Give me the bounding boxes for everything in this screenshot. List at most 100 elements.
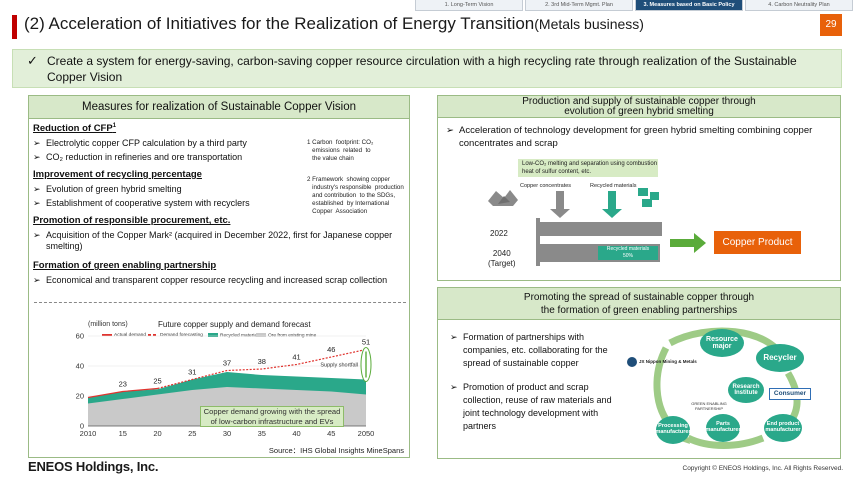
- legend-swatch: [148, 333, 158, 336]
- list-item-text: Acquisition of the Copper Mark² (acquire…: [46, 230, 393, 251]
- data-label: 41: [292, 353, 300, 362]
- partnership-title-line2: the formation of green enabling partners…: [540, 305, 738, 316]
- ore-pile-icon: [488, 190, 518, 206]
- list-item: ➢ CO₂ reduction in refineries and ore tra…: [33, 152, 303, 163]
- legend-label: Actual demand: [114, 333, 146, 338]
- x-tick-label: 20: [153, 429, 161, 438]
- list-item: ➢ Acquisition of the Copper Mark² (acquir…: [33, 230, 393, 252]
- list-item-text: Electrolytic copper CFP calculation by a…: [46, 138, 247, 148]
- list-item: ➢ Economical and transparent copper resou…: [33, 275, 405, 286]
- arrow-bullet-icon: ➢: [33, 184, 41, 194]
- node-research-institute: Research Institute: [728, 377, 764, 403]
- page-title-sub: (Metals business): [534, 16, 644, 32]
- list-item: ➢ Promotion of product and scrap collecti…: [450, 381, 625, 433]
- section-title-cfp: Reduction of CFP1: [33, 123, 116, 134]
- company-logo: ENEOS Holdings, Inc.: [28, 459, 159, 474]
- year-target: (Target): [488, 259, 516, 268]
- nav-tab[interactable]: 4. Carbon Neutrality Plan: [745, 0, 853, 11]
- list-item-text: Evolution of green hybrid smelting: [46, 184, 182, 194]
- x-tick-label: 25: [188, 429, 196, 438]
- list-item: ➢ Electrolytic copper CFP calculation by …: [33, 138, 303, 149]
- list-item-text: CO₂ reduction in refineries and ore tran…: [46, 152, 243, 162]
- chart-y-unit: (million tons): [88, 321, 128, 328]
- hybrid-smelting-title-line2: evolution of green hybrid smelting: [564, 106, 714, 117]
- shortfall-label: Supply shortfall: [320, 363, 358, 369]
- bar-2022: [540, 222, 662, 236]
- chart-source: Source：IHS Global Insights MineSpans: [268, 446, 404, 455]
- list-item-text: Acceleration of technology development f…: [459, 125, 813, 149]
- label-recycled-materials: Recycled materials: [590, 183, 637, 189]
- partnership-panel-title: Promoting the spread of sustainable copp…: [438, 288, 840, 320]
- arrow-bullet-icon: ➢: [33, 198, 41, 208]
- data-label: 31: [188, 368, 196, 377]
- recycled-share-bar: Recycled materials 50%: [598, 246, 658, 260]
- nav-tab[interactable]: 2. 3rd Mid-Term Mgmt. Plan: [525, 0, 633, 11]
- title-accent-bar: [12, 15, 17, 39]
- page-title: (2) Acceleration of Initiatives for the …: [24, 14, 644, 34]
- series-actual-demand-line: [87, 387, 158, 399]
- node-resource-major: Resource major: [700, 329, 744, 357]
- arrow-down-icon: [550, 191, 570, 218]
- data-label: 25: [153, 377, 161, 386]
- arrow-bullet-icon: ➢: [446, 125, 454, 136]
- section-title-recycling: Improvement of recycling percentage: [33, 169, 202, 180]
- section-title-partnership: Formation of green enabling partnership: [33, 260, 217, 271]
- page-title-main: (2) Acceleration of Initiatives for the …: [24, 14, 535, 33]
- nav-tab[interactable]: 3. Measures based on Basic Policy: [635, 0, 743, 11]
- nav-tabs: 1. Long-Term Vision 2. 3rd Mid-Term Mgmt.…: [413, 0, 853, 11]
- circuit-chip-icon: [638, 188, 659, 207]
- chart-callout: Copper demand growing with the spread of…: [200, 406, 344, 427]
- x-tick-label: 40: [292, 429, 300, 438]
- arrow-down-icon: [602, 191, 622, 218]
- x-tick-label: 2050: [358, 429, 375, 438]
- legend-label: Demand forecasting: [160, 333, 203, 338]
- x-tick-label: 45: [327, 429, 335, 438]
- list-item: ➢ Formation of partnerships with companie…: [450, 331, 625, 370]
- jx-logo-icon: [627, 357, 637, 367]
- arrow-bullet-icon: ➢: [450, 332, 458, 342]
- measures-panel-title: Measures for realization of Sustainable …: [29, 96, 409, 119]
- list-item-text: Formation of partnerships with companies…: [463, 332, 608, 368]
- footnote-1: 1 Carbon footprint: CO₂ emissions relate…: [307, 139, 374, 162]
- node-recycler: Recycler: [756, 344, 804, 372]
- hybrid-smelting-title-line1: Production and supply of sustainable cop…: [522, 96, 756, 107]
- node-consumer: Consumer: [769, 388, 811, 400]
- recycled-bar-percent: 50%: [622, 252, 633, 259]
- legend-swatch: [102, 333, 112, 336]
- hybrid-smelting-title: Production and supply of sustainable cop…: [438, 96, 840, 118]
- y-tick-label: 0: [80, 422, 84, 431]
- gep-label: GREEN ENABLING PARTNERSHIP: [691, 401, 727, 411]
- chart-title: Future copper supply and demand forecast: [158, 320, 311, 329]
- hybrid-smelting-panel: Production and supply of sustainable cop…: [437, 95, 841, 281]
- node-parts-manufacturer: Parts manufacturer: [705, 414, 741, 442]
- data-label: 51: [362, 338, 370, 347]
- arrow-bullet-icon: ➢: [33, 230, 41, 240]
- year-2040-value: 2040: [492, 249, 511, 258]
- legend-swatch: [256, 333, 266, 337]
- list-item: ➢ Evolution of green hybrid smelting: [33, 184, 303, 195]
- jx-company-label: JX Nippon Mining & Metals: [639, 359, 697, 364]
- series-demand-forecast-line: [157, 348, 367, 390]
- label-copper-concentrates: Copper concentrates: [520, 183, 572, 189]
- check-icon: ✓: [27, 53, 38, 68]
- arrow-bullet-icon: ➢: [33, 138, 41, 148]
- list-item: ➢ Establishment of cooperative system wit…: [33, 198, 303, 209]
- copyright: Copyright © ENEOS Holdings, Inc. All Rig…: [682, 465, 844, 472]
- legend-item-actual: Actual demand: [102, 333, 146, 338]
- section-title-cfp-text: Reduction of CFP: [33, 123, 113, 135]
- data-label: 46: [327, 345, 335, 354]
- list-item: ➢ Acceleration of technology development …: [446, 124, 831, 150]
- summary-banner: ✓ Create a system for energy-saving, car…: [12, 49, 842, 88]
- y-tick-label: 20: [76, 392, 84, 401]
- x-tick-label: 35: [258, 429, 266, 438]
- copper-product-box: Copper Product: [714, 231, 801, 254]
- arrow-right-icon: [670, 233, 706, 253]
- node-end-product-manufacturer: End product manufacturer: [764, 414, 802, 442]
- x-tick-label: 2010: [80, 429, 97, 438]
- low-co2-note: Low-CO₂ melting and separation using com…: [518, 159, 658, 177]
- nav-tab[interactable]: 1. Long-Term Vision: [415, 0, 523, 11]
- legend-item-forecast: Demand forecasting: [148, 333, 203, 338]
- year-2022: 2022: [490, 229, 508, 238]
- data-label: 23: [119, 380, 127, 389]
- y-tick-label: 40: [76, 362, 84, 371]
